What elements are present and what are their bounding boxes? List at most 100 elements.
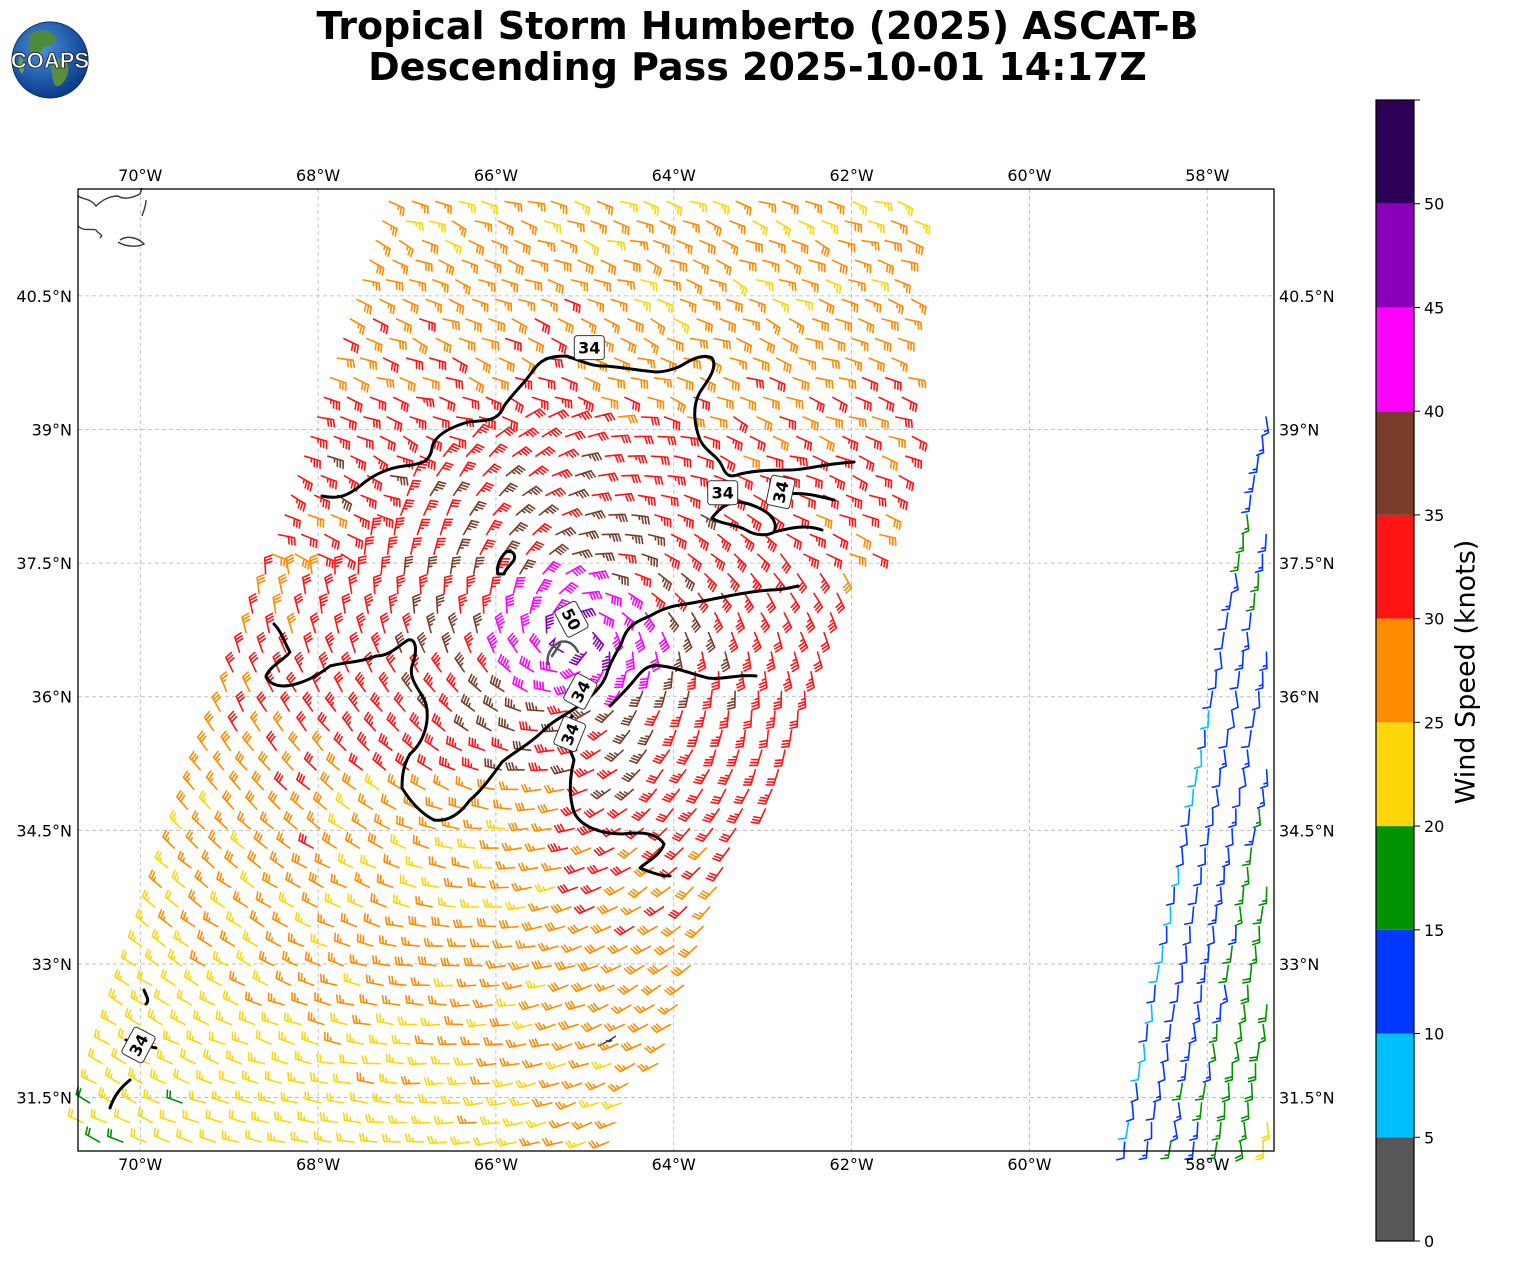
wind-barb: [403, 435, 418, 454]
wind-barb: [455, 279, 471, 296]
wind-barb: [1244, 710, 1256, 729]
wind-barb: [1227, 925, 1237, 946]
wind-barb: [269, 850, 285, 869]
wind-barb: [164, 889, 179, 908]
wind-barb: [433, 537, 447, 555]
wind-barb: [647, 396, 665, 410]
wind-barb: [489, 1018, 510, 1027]
wind-barb: [648, 827, 668, 841]
wind-barb: [504, 697, 522, 712]
wind-barb: [1256, 788, 1266, 809]
wind-barb: [412, 337, 428, 355]
wind-barb: [670, 396, 686, 414]
wind-barb: [372, 1092, 391, 1104]
wind-barb: [673, 455, 692, 468]
wind-barb: [419, 574, 428, 595]
wind-barb: [614, 1062, 636, 1073]
wind-barb: [356, 612, 366, 634]
wind-barb: [636, 925, 658, 936]
wind-barb: [301, 891, 318, 908]
wind-barb: [884, 239, 903, 253]
wind-barb: [436, 461, 454, 477]
wind-barb: [307, 514, 325, 528]
wind-barb: [901, 396, 918, 413]
colorbar-bin: [1376, 203, 1414, 308]
wind-barb: [379, 612, 390, 634]
wind-barb: [189, 950, 206, 967]
wind-barb: [257, 1091, 276, 1104]
wind-barb: [240, 870, 255, 889]
wind-barb: [395, 318, 412, 334]
wind-barb: [356, 435, 374, 450]
wind-barb: [535, 578, 553, 595]
wind-barb: [793, 514, 810, 530]
wind-barb: [498, 919, 519, 929]
wind-barb: [1174, 964, 1184, 985]
lon-tick-top: 66°W: [474, 166, 518, 185]
wind-barb: [604, 749, 624, 762]
wind-barb: [280, 1092, 299, 1104]
wind-barb: [531, 396, 549, 411]
wind-barb: [713, 337, 731, 350]
wind-barb: [583, 808, 605, 818]
wind-barb: [241, 1070, 259, 1085]
wind-barb: [482, 694, 499, 712]
wind-barb: [895, 416, 913, 429]
wind-barb: [479, 1116, 500, 1125]
wind-barb: [449, 435, 467, 450]
wind-barb: [228, 770, 241, 791]
wind-barb: [739, 259, 757, 272]
wind-barb: [333, 932, 351, 947]
wind-barb: [224, 850, 238, 869]
wind-barb: [601, 651, 611, 672]
wind-barb: [644, 710, 661, 727]
wind-barb: [449, 998, 470, 1008]
wind-barb: [222, 989, 239, 1006]
wind-barb: [803, 553, 820, 569]
wind-barb: [832, 533, 849, 550]
wind-barb: [1173, 1102, 1182, 1123]
wind-barb: [1182, 925, 1191, 946]
wind-barb: [156, 1049, 173, 1065]
wind-barb: [693, 769, 710, 785]
wind-barb: [463, 957, 483, 967]
wind-barb: [135, 908, 149, 928]
wind-barb: [205, 1109, 223, 1124]
wind-barb: [1160, 1043, 1169, 1064]
wind-barb: [247, 1051, 266, 1065]
wind-barb: [683, 494, 701, 509]
wind-barb: [603, 318, 620, 335]
wind-barb: [278, 573, 288, 595]
wind-barb: [349, 1092, 368, 1104]
wind-barb: [348, 752, 364, 771]
wind-barb: [571, 410, 593, 421]
wind-barb: [704, 573, 717, 593]
wind-barb: [769, 514, 785, 532]
wind-barb: [401, 671, 413, 693]
wind-barb: [333, 731, 347, 751]
wind-barb: [637, 494, 656, 507]
wind-barb: [370, 517, 382, 536]
wind-barb: [389, 475, 409, 486]
wind-barb: [888, 435, 906, 449]
wind-barb: [597, 1042, 619, 1051]
wind-barb: [911, 435, 928, 452]
wind-barb: [130, 989, 147, 1006]
wind-barb: [435, 337, 452, 354]
lon-tick-bottom: 60°W: [1007, 1155, 1051, 1174]
wind-barb: [897, 337, 915, 352]
wind-barb: [326, 752, 340, 771]
wind-barb: [290, 791, 304, 810]
wind-barb: [442, 443, 461, 457]
wind-barb: [884, 377, 902, 391]
wind-barb: [544, 1061, 566, 1070]
wind-barb: [905, 455, 922, 469]
wind-barb: [1238, 1121, 1247, 1142]
wind-barb: [220, 730, 231, 751]
colorbar-tick-label: 25: [1424, 713, 1444, 732]
wind-barb: [515, 940, 536, 949]
wind-barb: [257, 751, 271, 771]
wind-barb: [723, 377, 740, 392]
wind-barb: [363, 912, 381, 928]
wind-barb: [568, 488, 590, 499]
